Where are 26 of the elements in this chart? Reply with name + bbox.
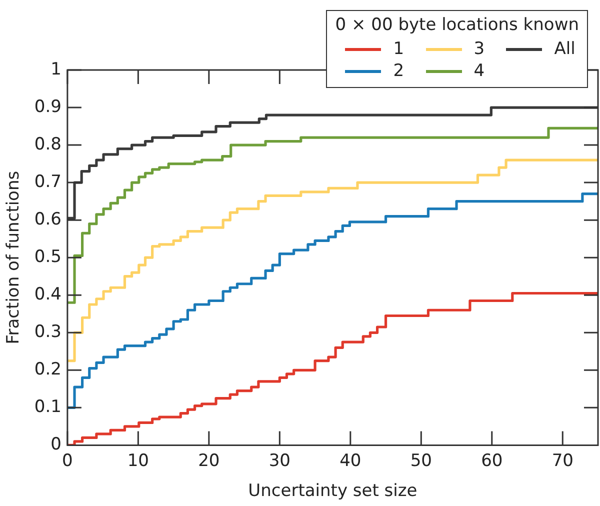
x-axis-title: Uncertainty set size xyxy=(248,481,418,502)
y-tick-label: 0.9 xyxy=(34,96,62,117)
y-tick-label: 0.7 xyxy=(34,172,62,192)
y-tick-label: 0.2 xyxy=(34,360,62,380)
x-tick-label: 10 xyxy=(127,450,149,471)
y-tick-label: 0.6 xyxy=(34,210,62,230)
y-tick-label: 1 xyxy=(50,59,62,80)
x-tick-label: 60 xyxy=(481,450,503,471)
legend-title: 0 × 00 byte locations known xyxy=(335,15,579,35)
legend-label: All xyxy=(554,39,576,59)
x-tick-label: 20 xyxy=(198,450,220,471)
y-tick-label: 0.3 xyxy=(34,322,62,342)
y-tick-label: 0.4 xyxy=(34,284,62,305)
x-tick-label: 50 xyxy=(410,450,432,471)
y-axis-title: Fraction of functions xyxy=(4,170,24,344)
y-tick-label: 0.1 xyxy=(34,397,62,418)
legend-label: 4 xyxy=(474,61,485,81)
legend-label: 2 xyxy=(393,61,404,81)
x-tick-label: 70 xyxy=(552,450,574,471)
legend-label: 3 xyxy=(474,39,485,59)
x-tick-label: 40 xyxy=(340,450,362,471)
y-tick-label: 0.5 xyxy=(34,247,62,268)
x-tick-label: 30 xyxy=(268,450,290,471)
y-tick-label: 0.8 xyxy=(34,134,62,154)
y-tick-label: 0 xyxy=(50,434,62,455)
legend-label: 1 xyxy=(393,39,404,59)
